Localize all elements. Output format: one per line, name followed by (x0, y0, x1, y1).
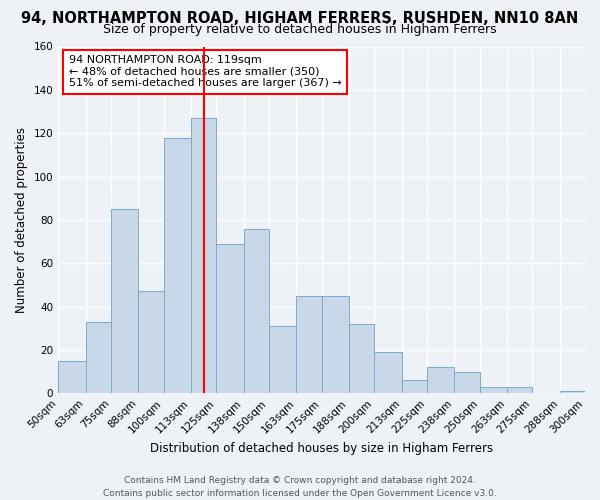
Bar (401, 380, 427, 394)
Bar (269, 326, 296, 394)
Bar (86, 322, 111, 394)
Bar (111, 209, 138, 394)
Bar (374, 352, 401, 394)
Bar (191, 118, 216, 394)
Text: Contains HM Land Registry data © Crown copyright and database right 2024.
Contai: Contains HM Land Registry data © Crown c… (103, 476, 497, 498)
Bar (296, 296, 322, 394)
Bar (164, 138, 191, 394)
X-axis label: Distribution of detached houses by size in Higham Ferrers: Distribution of detached houses by size … (150, 442, 493, 455)
Bar (322, 296, 349, 394)
Text: 94, NORTHAMPTON ROAD, HIGHAM FERRERS, RUSHDEN, NN10 8AN: 94, NORTHAMPTON ROAD, HIGHAM FERRERS, RU… (22, 11, 578, 26)
Y-axis label: Number of detached properties: Number of detached properties (15, 127, 28, 313)
Bar (427, 368, 454, 394)
Bar (560, 391, 585, 394)
Bar (138, 292, 164, 394)
Bar (479, 387, 507, 394)
Text: Size of property relative to detached houses in Higham Ferrers: Size of property relative to detached ho… (103, 22, 497, 36)
Bar (349, 324, 374, 394)
Bar (216, 244, 244, 394)
Text: 94 NORTHAMPTON ROAD: 119sqm
← 48% of detached houses are smaller (350)
51% of se: 94 NORTHAMPTON ROAD: 119sqm ← 48% of det… (69, 55, 341, 88)
Bar (244, 228, 269, 394)
Bar (454, 372, 479, 394)
Bar (507, 387, 532, 394)
Bar (58, 361, 86, 394)
